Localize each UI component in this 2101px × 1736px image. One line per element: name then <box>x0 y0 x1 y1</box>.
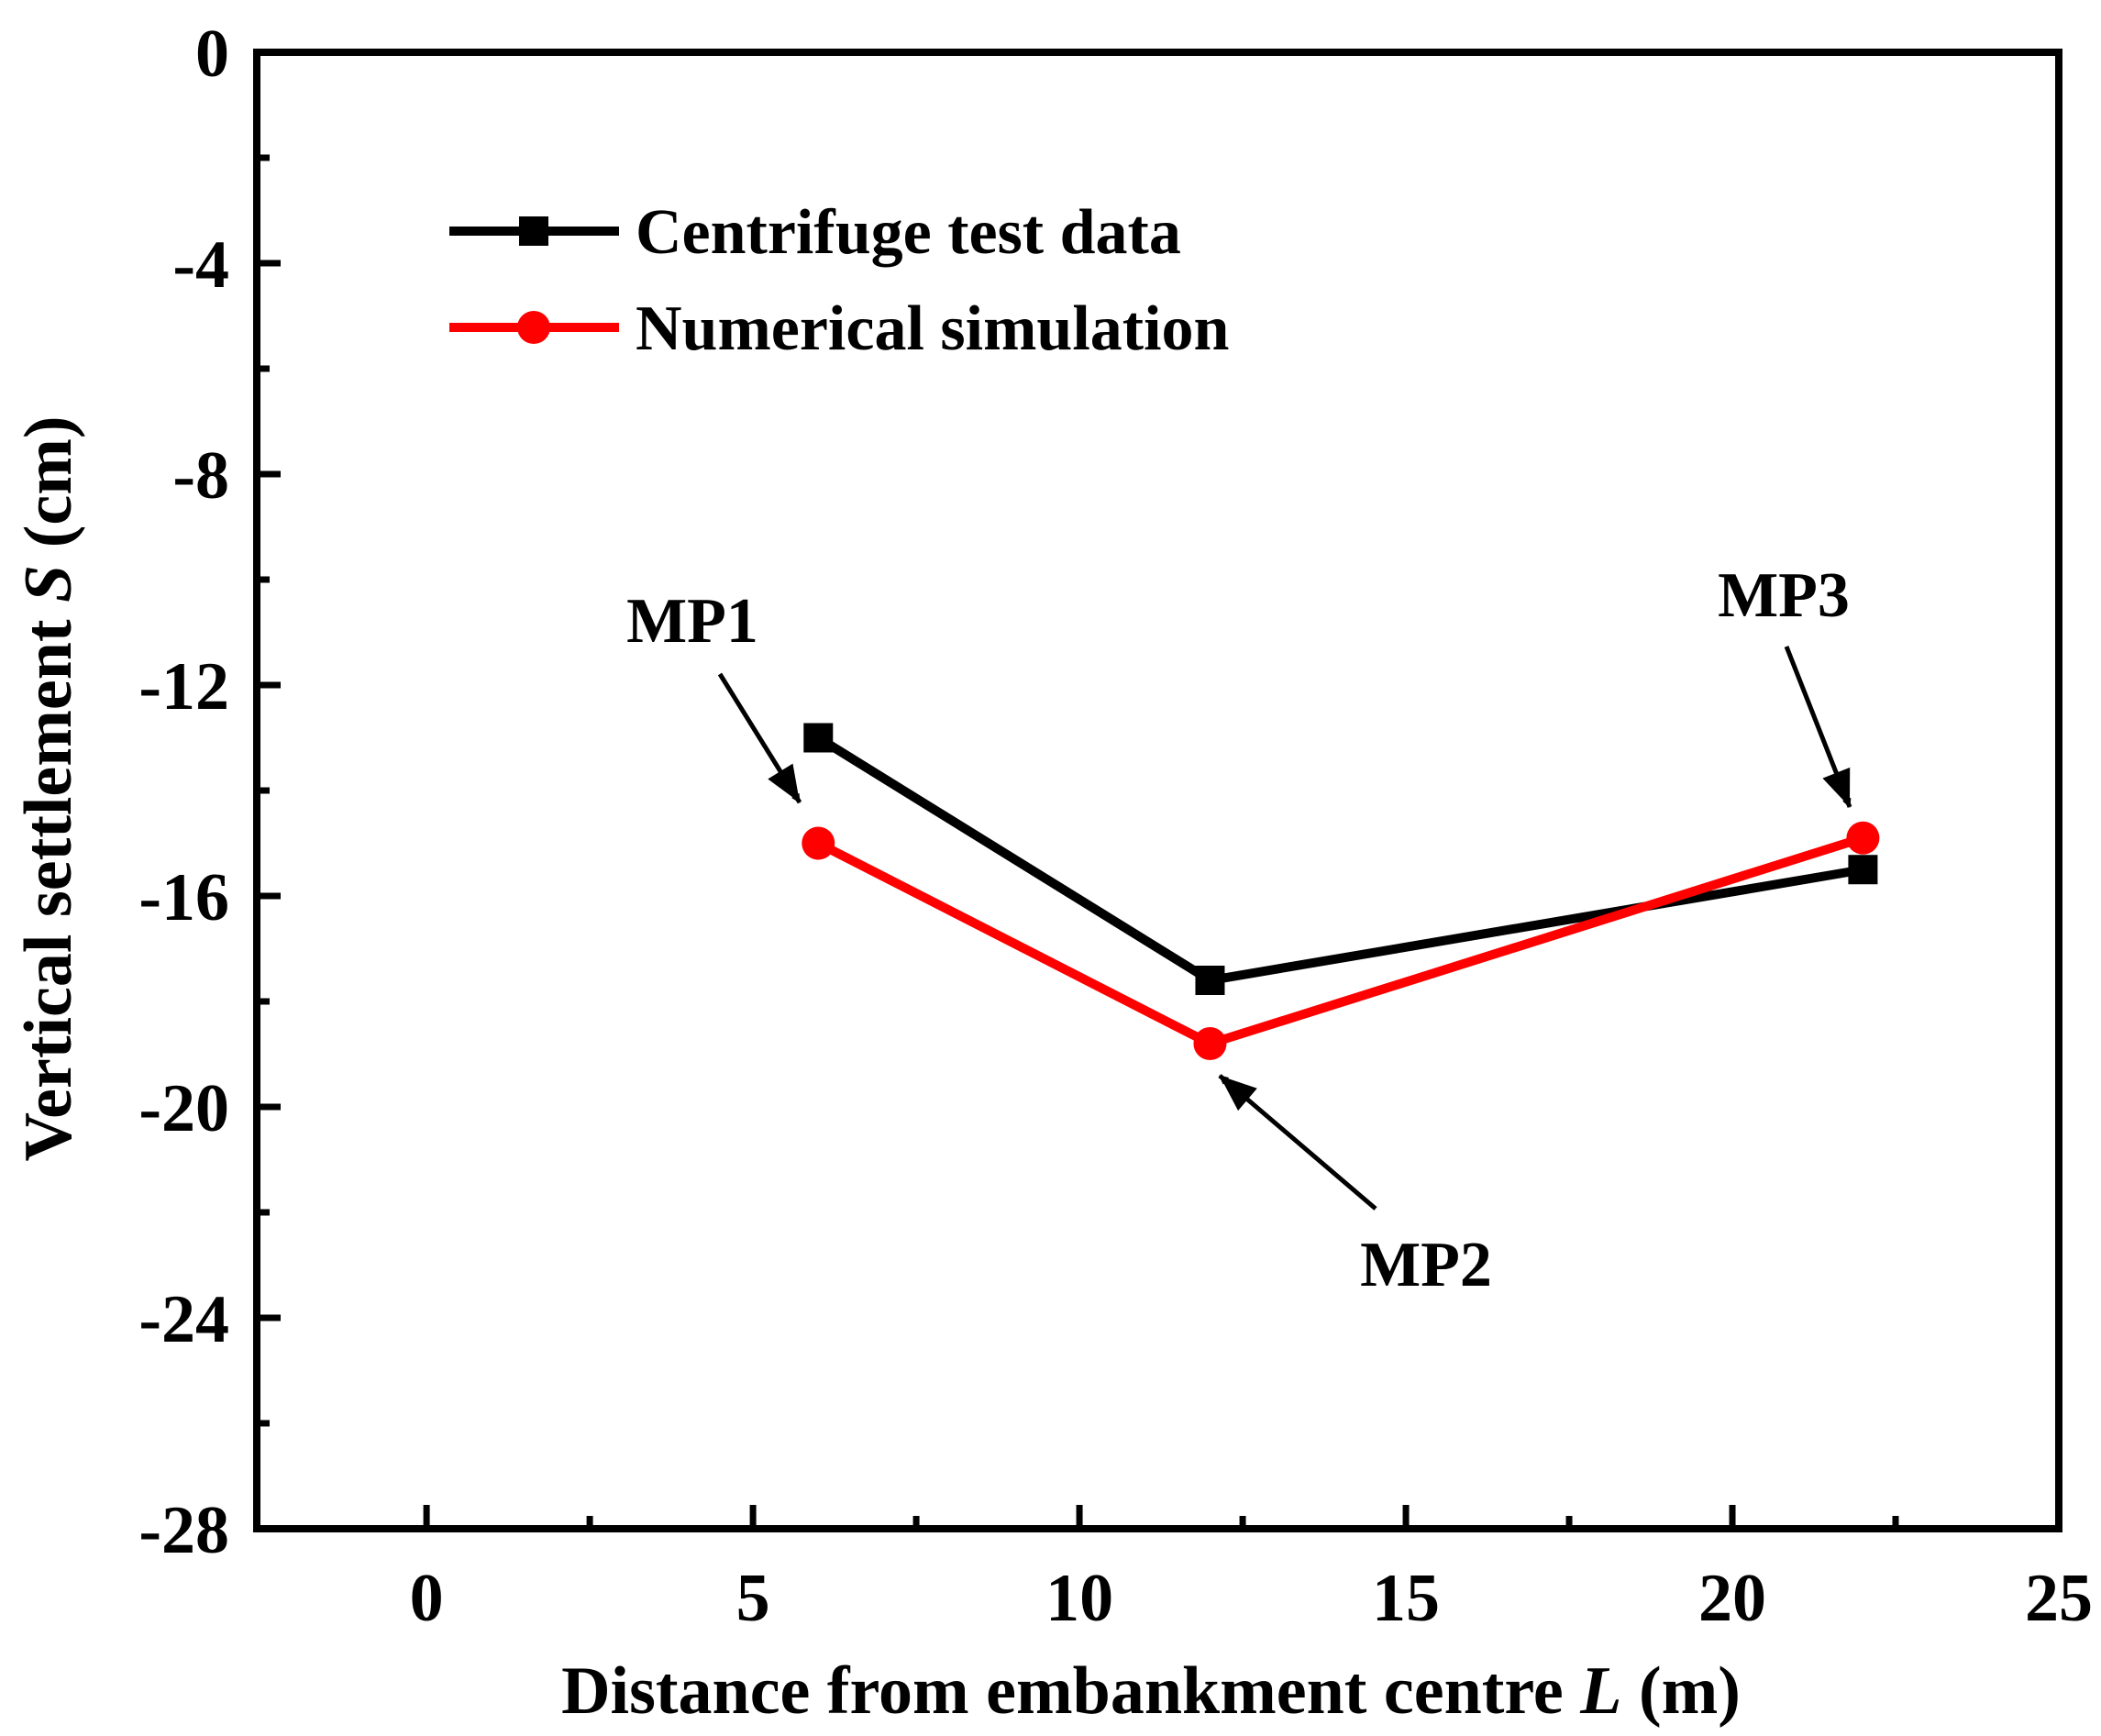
annotation-arrowhead-mp2 <box>1220 1076 1257 1111</box>
x-tick-label: 15 <box>1372 1561 1440 1636</box>
x-tick-label: 25 <box>2025 1561 2093 1636</box>
axis-titles: Distance from embankment centre L (m) Ve… <box>11 416 1741 1730</box>
simulation-marker <box>802 826 835 860</box>
y-axis-title-var: S <box>11 565 86 603</box>
annotation-label-mp3: MP3 <box>1718 560 1850 631</box>
y-tick-label: -20 <box>138 1071 229 1146</box>
y-axis-title: Vertical settlement S (cm) <box>11 416 86 1162</box>
annotations: MP1 MP2 MP3 <box>626 560 1852 1300</box>
x-axis-title-unit: (m) <box>1621 1653 1740 1729</box>
y-tick-label: -28 <box>138 1493 229 1568</box>
legend-label-simulation: Numerical simulation <box>636 293 1229 364</box>
centrifuge-marker <box>1195 966 1225 995</box>
y-tick-label: -4 <box>172 227 229 303</box>
legend: Centrifuge test data Numerical simulation <box>449 197 1229 364</box>
y-tick-label: -16 <box>138 860 229 935</box>
y-tick-label: -24 <box>138 1282 229 1357</box>
legend-label-centrifuge: Centrifuge test data <box>636 197 1181 268</box>
simulation-marker <box>1846 821 1880 855</box>
x-tick-label: 20 <box>1698 1561 1766 1636</box>
x-tick-label: 10 <box>1045 1561 1113 1636</box>
annotation-label-mp2: MP2 <box>1360 1230 1492 1300</box>
x-axis-title: Distance from embankment centre L (m) <box>561 1653 1741 1729</box>
y-tick-label: -12 <box>138 649 229 724</box>
simulation-marker <box>1193 1027 1227 1060</box>
centrifuge-marker <box>1848 855 1878 885</box>
y-tick-label: 0 <box>195 17 229 92</box>
axes: 0 5 10 15 20 25 0 -4 -8 -12 -16 -20 -24 -28 <box>138 17 2093 1636</box>
x-axis-title-main: Distance from embankment centre <box>561 1653 1580 1729</box>
annotation-arrowhead-mp3 <box>1822 767 1851 807</box>
legend-marker-simulation <box>517 311 550 344</box>
y-axis-title-unit: (cm) <box>11 416 86 565</box>
x-axis-title-var: L <box>1579 1653 1621 1729</box>
annotation-label-mp1: MP1 <box>626 586 758 657</box>
y-tick-label: -8 <box>172 438 229 514</box>
centrifuge-marker <box>803 723 834 753</box>
legend-marker-centrifuge <box>519 216 548 246</box>
x-tick-label: 5 <box>736 1561 770 1636</box>
annotation-arrowhead-mp1 <box>768 763 800 802</box>
y-axis-title-main: Vertical settlement <box>11 603 86 1162</box>
x-tick-label: 0 <box>410 1561 444 1636</box>
data-series <box>802 723 1880 1060</box>
